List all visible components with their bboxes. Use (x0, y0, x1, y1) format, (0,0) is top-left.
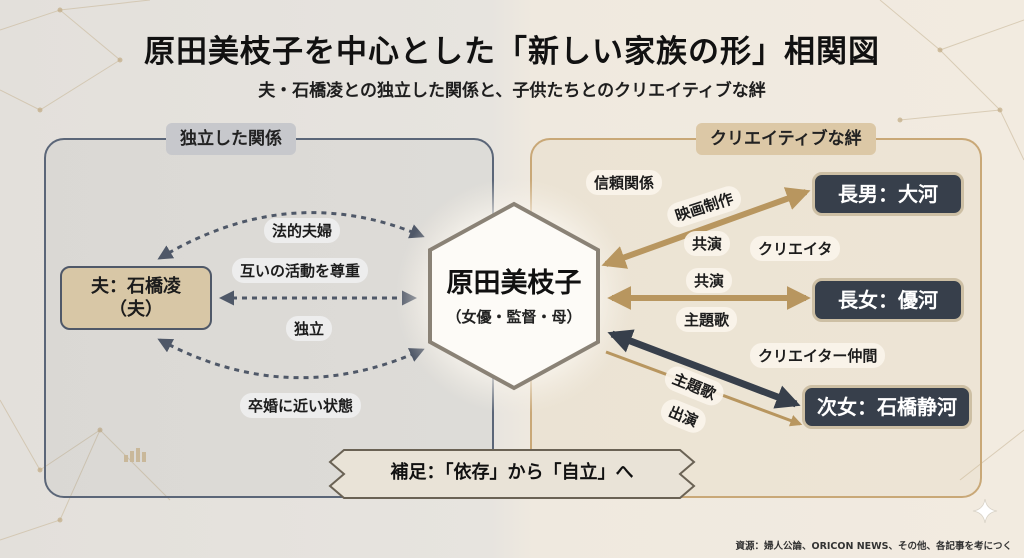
legal-couple-label: 法的夫婦 (264, 218, 341, 243)
note-banner-text: 補足：「依存」から「自立」へ (390, 462, 634, 483)
center-hexagon (428, 201, 600, 391)
near-divorce-label: 卒婚に近い状態 (240, 393, 362, 418)
creative-bond-heading: クリエイティブな絆 (696, 123, 876, 155)
bar-graph-icon (124, 448, 146, 462)
center-role: （女優・監督・母） (446, 308, 582, 326)
mutual-respect-label: 互いの活動を尊重 (232, 258, 369, 283)
trust-label: 信頼関係 (586, 170, 663, 195)
independent-label: 独立 (286, 316, 333, 341)
center-person: 原田美枝子 （女優・監督・母） (420, 268, 608, 327)
fellow-creator-label: クリエイター仲間 (750, 343, 886, 368)
page-subtitle: 夫・石橋凌との独立した関係と、子供たちとのクリエイティブな絆 (258, 81, 766, 101)
costar-label-1: 共演 (684, 231, 731, 256)
source-footer: 資源：婦人公論、ORICON NEWS、その他、各記事を考につく (735, 541, 1013, 552)
daughter2-node: 次女：石橋静河 (802, 385, 972, 429)
husband-note: （夫） (109, 299, 163, 320)
daughter1-node: 長女：優河 (812, 278, 964, 322)
theme-song-label-1: 主題歌 (676, 307, 738, 332)
husband-node: 夫：石橋凌 （夫） (60, 266, 212, 330)
near-divorce-arrow (157, 338, 425, 380)
husband-name: 夫：石橋凌 (91, 276, 181, 297)
page-title: 原田美枝子を中心とした「新しい家族の形」相関図 (144, 34, 880, 70)
independent-relationship-heading: 独立した関係 (166, 123, 296, 155)
son-arrow (601, 187, 811, 269)
note-banner-ribbon (328, 449, 696, 499)
daughter2-navy-arrow (607, 329, 801, 409)
center-name: 原田美枝子 (446, 268, 582, 299)
creator-label: クリエイタ (750, 236, 841, 261)
sparkle-icon (972, 498, 998, 524)
son-node: 長男：大河 (812, 172, 964, 216)
costar-label-2: 共演 (686, 268, 733, 293)
